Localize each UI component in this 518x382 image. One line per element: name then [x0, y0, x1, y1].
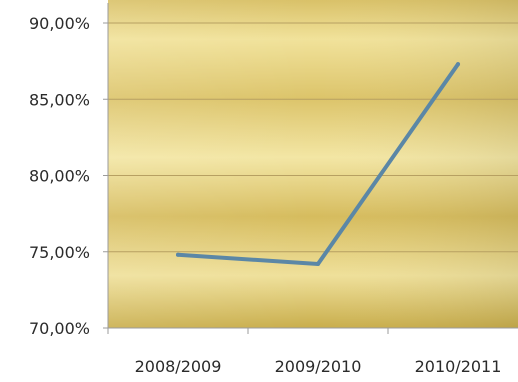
- axes: [107, 3, 518, 334]
- gridlines: [103, 22, 518, 329]
- series-layer: [176, 62, 460, 266]
- data-point: [316, 261, 320, 266]
- data-point: [456, 62, 460, 67]
- y-tick-label: 75,00%: [29, 243, 90, 262]
- y-tick-label: 85,00%: [29, 90, 90, 109]
- plot-area-sheen: [108, 0, 518, 328]
- y-tick-label: 90,00%: [29, 14, 90, 33]
- data-point: [176, 252, 180, 257]
- y-tick-labels: 70,00% 75,00% 80,00% 85,00% 90,00%: [29, 14, 90, 338]
- x-tick-labels: 2008/2009 2009/2010 2010/2011: [135, 357, 502, 376]
- x-tick-label: 2010/2011: [415, 357, 502, 376]
- y-tick-label: 70,00%: [29, 319, 90, 338]
- x-tick-label: 2009/2010: [275, 357, 362, 376]
- y-tick-label: 80,00%: [29, 167, 90, 186]
- x-tick-label: 2008/2009: [135, 357, 222, 376]
